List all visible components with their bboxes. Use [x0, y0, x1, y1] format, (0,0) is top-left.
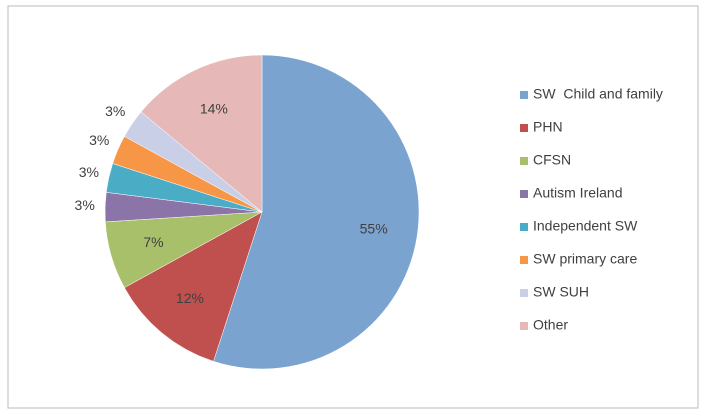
legend-label: Independent SW — [533, 218, 638, 234]
legend-swatch — [520, 322, 528, 330]
legend-swatch — [520, 256, 528, 264]
legend-label: SW SUH — [533, 284, 589, 300]
data-label: 12% — [176, 290, 204, 306]
legend-swatch — [520, 190, 528, 198]
legend-label: SW Child and family — [533, 86, 663, 102]
pie-slice — [124, 211, 263, 362]
data-label: 3% — [79, 164, 99, 180]
data-label: 3% — [89, 132, 109, 148]
legend-label: Other — [533, 317, 568, 333]
data-label: 7% — [143, 234, 163, 250]
legend-swatch — [520, 124, 528, 132]
legend-swatch — [520, 91, 528, 99]
legend-label: PHN — [533, 119, 563, 135]
data-label: 14% — [200, 100, 228, 116]
legend-swatch — [520, 289, 528, 297]
data-label: 3% — [105, 103, 125, 119]
legend-label: CFSN — [533, 152, 571, 168]
legend-label: Autism Ireland — [533, 185, 622, 201]
legend-swatch — [520, 157, 528, 165]
legend-swatch — [520, 223, 528, 231]
data-label: 3% — [75, 197, 95, 213]
legend-label: SW primary care — [533, 251, 637, 267]
pie-slice — [213, 54, 420, 370]
data-label: 55% — [360, 220, 388, 236]
pie-slice — [140, 54, 263, 213]
